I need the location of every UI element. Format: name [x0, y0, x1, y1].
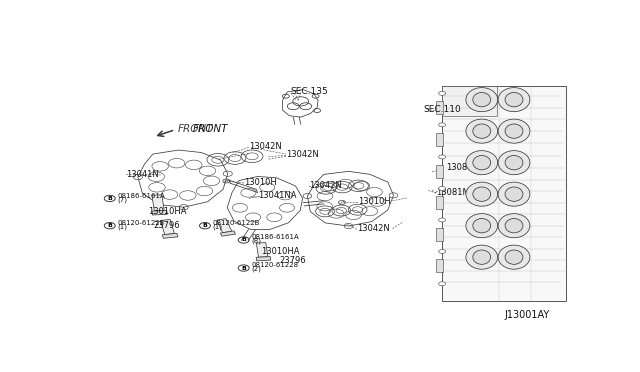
Text: 13042N: 13042N — [249, 142, 282, 151]
Text: 13042N: 13042N — [286, 150, 319, 158]
Text: 08120-61228: 08120-61228 — [117, 220, 164, 226]
Text: (1): (1) — [117, 224, 127, 230]
Text: 08186-6161A: 08186-6161A — [117, 193, 165, 199]
Polygon shape — [256, 257, 271, 261]
Text: 13042N: 13042N — [309, 182, 342, 190]
Ellipse shape — [466, 119, 498, 143]
Text: B: B — [241, 237, 246, 243]
Polygon shape — [257, 243, 268, 257]
Ellipse shape — [498, 214, 530, 238]
Circle shape — [438, 123, 445, 127]
Ellipse shape — [505, 124, 523, 138]
Ellipse shape — [498, 87, 530, 112]
Polygon shape — [163, 233, 178, 238]
Text: SEC.110: SEC.110 — [423, 105, 461, 113]
Circle shape — [438, 282, 445, 286]
Ellipse shape — [505, 218, 523, 233]
Text: 08186-6161A: 08186-6161A — [251, 234, 299, 240]
Ellipse shape — [466, 151, 498, 175]
Text: (8): (8) — [251, 238, 261, 244]
Polygon shape — [436, 260, 443, 272]
Ellipse shape — [505, 155, 523, 170]
Text: 13081H: 13081H — [446, 163, 479, 172]
Polygon shape — [436, 165, 443, 177]
Circle shape — [438, 218, 445, 222]
Ellipse shape — [473, 155, 491, 170]
Polygon shape — [217, 219, 232, 233]
Ellipse shape — [498, 119, 530, 143]
Ellipse shape — [473, 218, 491, 233]
Ellipse shape — [498, 151, 530, 175]
Circle shape — [438, 186, 445, 190]
Text: 13010HA: 13010HA — [148, 207, 187, 216]
Text: 23796: 23796 — [280, 256, 306, 264]
Text: (7): (7) — [117, 196, 127, 203]
Text: B: B — [202, 223, 207, 228]
Text: 13010H: 13010H — [358, 197, 390, 206]
Text: SEC.135: SEC.135 — [291, 87, 328, 96]
Polygon shape — [436, 134, 443, 146]
Text: 13041NA: 13041NA — [259, 191, 297, 201]
Ellipse shape — [473, 124, 491, 138]
Text: 13010H: 13010H — [244, 178, 276, 187]
Text: B: B — [108, 196, 112, 201]
Ellipse shape — [466, 182, 498, 206]
Text: 13042N: 13042N — [356, 224, 390, 233]
Text: J13001AY: J13001AY — [504, 310, 549, 320]
Text: 08120-61228: 08120-61228 — [251, 262, 298, 268]
Text: (1): (1) — [212, 224, 223, 230]
Ellipse shape — [466, 245, 498, 269]
Polygon shape — [152, 210, 167, 215]
Ellipse shape — [473, 93, 491, 107]
Polygon shape — [152, 195, 164, 211]
Ellipse shape — [466, 87, 498, 112]
Ellipse shape — [505, 187, 523, 201]
Text: 08120-6122B: 08120-6122B — [212, 220, 260, 226]
Circle shape — [438, 155, 445, 159]
Circle shape — [438, 250, 445, 253]
Ellipse shape — [498, 245, 530, 269]
Text: FRONT: FRONT — [178, 124, 213, 134]
Text: 13041N: 13041N — [125, 170, 158, 179]
Text: 13081MA: 13081MA — [436, 187, 476, 197]
Text: 13010HA: 13010HA — [261, 247, 300, 256]
Ellipse shape — [505, 93, 523, 107]
Circle shape — [438, 92, 445, 95]
Ellipse shape — [473, 250, 491, 264]
Polygon shape — [436, 101, 443, 114]
Text: B: B — [241, 266, 246, 270]
Ellipse shape — [466, 214, 498, 238]
Text: B: B — [108, 223, 112, 228]
Polygon shape — [442, 86, 566, 301]
Polygon shape — [220, 231, 236, 236]
Polygon shape — [436, 196, 443, 209]
Text: (2): (2) — [251, 266, 261, 272]
Text: 23796: 23796 — [154, 221, 180, 230]
Polygon shape — [442, 86, 497, 116]
Ellipse shape — [505, 250, 523, 264]
Ellipse shape — [473, 187, 491, 201]
Polygon shape — [436, 228, 443, 241]
Ellipse shape — [498, 182, 530, 206]
Text: FRONT: FRONT — [193, 124, 228, 134]
Polygon shape — [161, 219, 175, 234]
